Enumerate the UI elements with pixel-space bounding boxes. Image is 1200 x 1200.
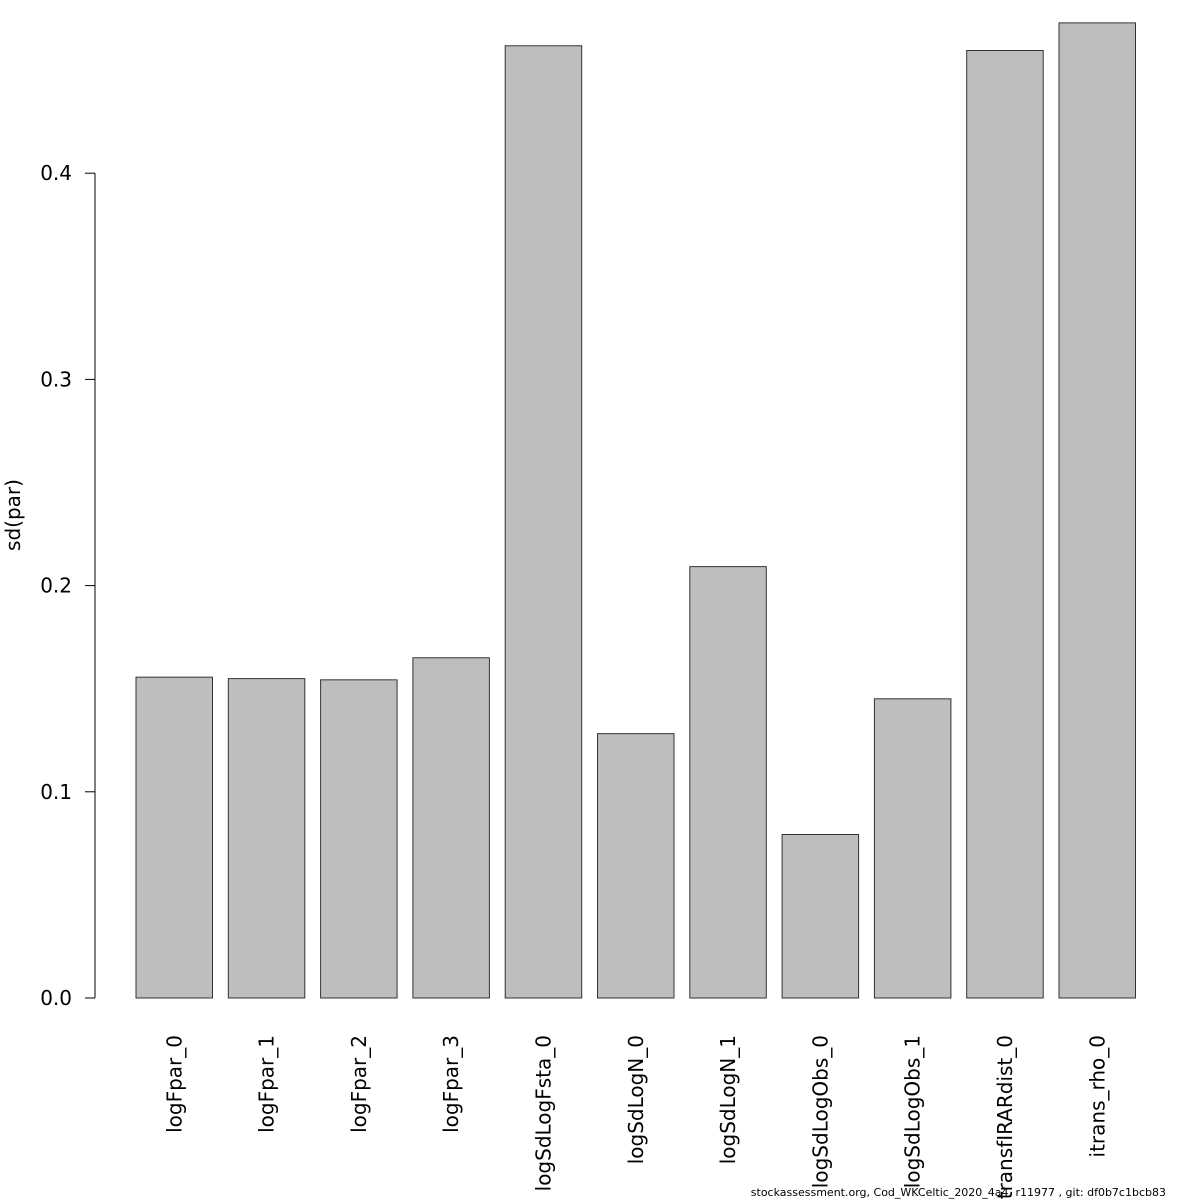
bar-transfIRARdist_0	[966, 50, 1044, 999]
bar-itrans_rho_0	[1058, 22, 1136, 999]
y-axis: 0.0 0.1 0.2 0.3 0.4	[40, 161, 96, 1010]
x-tick-label: transfIRARdist_0	[993, 1035, 1017, 1199]
y-tick-label: 0.4	[40, 161, 72, 185]
x-tick-label: logSdLogObs_1	[901, 1035, 925, 1188]
y-tick-label: 0.2	[40, 574, 72, 598]
x-tick-label: logSdLogObs_0	[808, 1035, 832, 1188]
x-tick-label: logSdLogN_1	[716, 1035, 740, 1164]
x-tick-label: logFpar_1	[255, 1035, 279, 1133]
y-tick-label: 0.3	[40, 367, 72, 391]
footer-text: stockassessment.org, Cod_WKCeltic_2020_4…	[750, 1186, 1166, 1199]
y-axis-title: sd(par)	[1, 479, 25, 551]
bars	[135, 22, 1136, 999]
bar-logSdLogObs_1	[873, 698, 952, 999]
bar-logSdLogN_0	[597, 733, 675, 999]
bar-logSdLogN_1	[689, 566, 767, 999]
bar-logFpar_1	[227, 678, 306, 999]
bar-logFpar_0	[135, 676, 213, 999]
x-tick-label: logFpar_0	[162, 1035, 186, 1133]
bar-logSdLogObs_0	[781, 833, 860, 999]
x-tick-label: itrans_rho_0	[1085, 1035, 1109, 1157]
y-tick-label: 0.0	[40, 986, 72, 1010]
y-tick-label: 0.1	[40, 780, 72, 804]
x-tick-label: logSdLogFsta_0	[531, 1035, 555, 1191]
x-tick-label: logFpar_2	[347, 1035, 371, 1133]
x-axis-labels: logFpar_0 logFpar_1 logFpar_2 logFpar_3 logS…	[162, 1035, 1109, 1199]
x-tick-label: logFpar_3	[439, 1035, 463, 1133]
bar-logSdLogFsta_0	[504, 45, 583, 999]
x-tick-label: logSdLogN_0	[624, 1035, 648, 1164]
bar-logFpar_2	[320, 679, 398, 999]
bar-logFpar_3	[412, 657, 490, 999]
